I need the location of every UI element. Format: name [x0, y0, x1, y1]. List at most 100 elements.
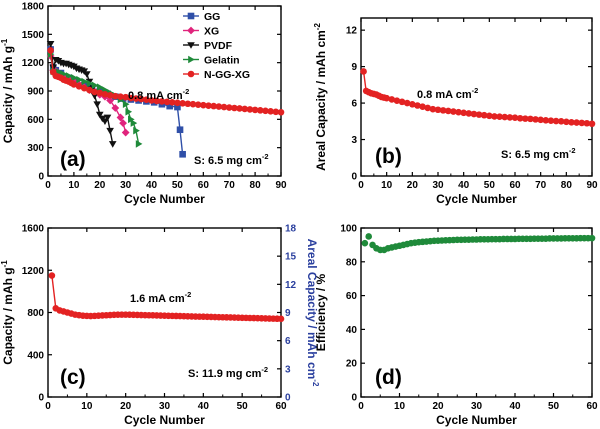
y-tick-label: 60: [346, 291, 358, 302]
series-n-gg-xg-point: [210, 102, 217, 110]
series-n-gg-xg-point: [272, 108, 280, 116]
x-axis-title: Cycle Number: [436, 413, 517, 427]
y-axis-title: Efficiency / %: [314, 273, 328, 351]
legend-label: Gelatin: [204, 55, 240, 67]
series-0-point: [365, 233, 373, 240]
series-0-point: [537, 116, 544, 124]
y-tick-label: 0: [38, 172, 44, 183]
y2-tick-label: 0: [285, 393, 291, 404]
y-tick-label: 1800: [22, 2, 45, 13]
annotation: S: 6.5 mg cm-2: [194, 152, 269, 167]
series-xg-point: [111, 104, 120, 112]
series-0-point: [434, 106, 442, 114]
series-pvdf-point: [46, 40, 55, 48]
x-tick-label: 20: [120, 401, 132, 412]
series-n-gg-xg-point: [179, 99, 186, 107]
series-0-point: [419, 103, 426, 111]
y-tick-label: 6: [351, 99, 357, 110]
y2-tick-label: 12: [285, 280, 297, 291]
x-tick-label: 0: [45, 401, 51, 412]
series-0-point: [450, 108, 457, 115]
series-pvdf-point: [93, 101, 101, 109]
y-tick-label: 1200: [22, 266, 45, 277]
series-0: [48, 272, 285, 323]
y-tick-label: 0: [38, 393, 44, 404]
annotation-sup: -2: [472, 86, 479, 95]
series-gg-point: [179, 150, 186, 158]
annotation-sup: -2: [183, 87, 190, 96]
annotation-main: 0.8 mA cm: [128, 90, 183, 102]
series-n-gg-xg-point: [215, 103, 223, 110]
y2-tick-label: 18: [285, 224, 297, 235]
y2-tick-label: 6: [285, 336, 291, 347]
series-n-gg-xg-point: [96, 89, 104, 97]
y-tick-label: 1500: [22, 30, 45, 41]
series-0-point: [414, 102, 421, 109]
y2-axis-title-main: Areal Capacity / mAh cm: [305, 239, 319, 380]
y2-tick-label: 3: [285, 364, 291, 375]
series-0-point: [470, 110, 478, 118]
y2-tick-label: 9: [285, 308, 291, 319]
x-tick-label: 40: [146, 180, 158, 191]
series-pvdf-point: [101, 118, 109, 126]
series-n-gg-xg-point: [277, 108, 285, 116]
series-n-gg-xg-point: [158, 98, 166, 105]
series-n-gg-xg-point: [256, 107, 264, 114]
x-tick-label: 70: [224, 180, 236, 191]
panel-label: (b): [375, 145, 402, 168]
series-0-point: [360, 68, 367, 75]
panel-label: (a): [60, 148, 86, 171]
x-tick-label: 90: [275, 180, 287, 191]
series-n-gg-xg-point: [205, 102, 212, 109]
x-tick-label: 30: [432, 180, 444, 191]
x-tick-label: 90: [586, 180, 598, 191]
y-axis-title-main: Capacity / mAh g: [1, 267, 15, 364]
panel-a: 0 10 20 30 40 50 60 70 80 90030060090012001500180…: [0, 2, 287, 207]
series-n-gg-xg-point: [163, 98, 171, 106]
series-n-gg-xg-point: [91, 88, 98, 96]
series-xg-point: [121, 128, 130, 137]
annotation: 1.6 mA cm-2: [130, 290, 191, 305]
series-n-gg-xg-point: [101, 91, 109, 98]
annotation-main: S: 6.5 mg cm: [194, 155, 262, 167]
series-0-point: [542, 117, 550, 124]
series-0-point: [393, 97, 401, 104]
y-tick-label: 3: [351, 135, 357, 146]
x-axis-title: Cycle Number: [436, 192, 517, 206]
series-0-point: [552, 117, 560, 125]
series-n-gg-xg-point: [86, 86, 93, 94]
legend-label: PVDF: [204, 40, 233, 52]
annotation-main: S: 11.9 mg cm: [188, 368, 262, 380]
series-0-point: [439, 107, 447, 114]
annotation: 0.8 mA cm-2: [417, 86, 478, 101]
y-tick-label: 300: [27, 143, 44, 154]
series-0-point: [424, 104, 432, 112]
series-0-point: [588, 120, 596, 128]
series-0-point: [429, 105, 437, 113]
series-0-point: [398, 98, 406, 106]
x-tick-label: 40: [509, 401, 521, 412]
series-gelatin-point: [128, 115, 135, 124]
y-tick-label: 1200: [22, 58, 45, 69]
x-tick-label: 10: [394, 401, 406, 412]
y2-axis-title: Areal Capacity / mAh cm-2: [305, 239, 320, 387]
series-gelatin-point: [133, 126, 140, 135]
panel-d: 0 10 20 30 40 50 60 0 20 40 60 80 100 Cycle Number Eff…: [314, 224, 598, 428]
series-n-gg-xg-point: [137, 95, 145, 103]
series-n-gg-xg: [47, 47, 285, 116]
series-0-point: [383, 94, 390, 102]
series-gelatin-point: [81, 77, 89, 86]
x-tick-label: 50: [172, 180, 184, 191]
y-axis-title-sup: -1: [0, 38, 9, 46]
y-tick-label: 800: [27, 308, 44, 319]
y-tick-label: 0: [351, 393, 357, 404]
annotation-main: 0.8 mA cm: [417, 89, 472, 101]
x-tick-label: 0: [358, 180, 364, 191]
annotation: 0.8 mA cm-2: [128, 87, 189, 102]
x-tick-label: 80: [250, 180, 262, 191]
x-axis-title: Cycle Number: [124, 192, 205, 206]
series-n-gg-xg-point: [262, 107, 269, 115]
x-tick-label: 40: [198, 401, 210, 412]
series-0-point: [496, 113, 503, 120]
series-gelatin-point: [96, 83, 104, 92]
